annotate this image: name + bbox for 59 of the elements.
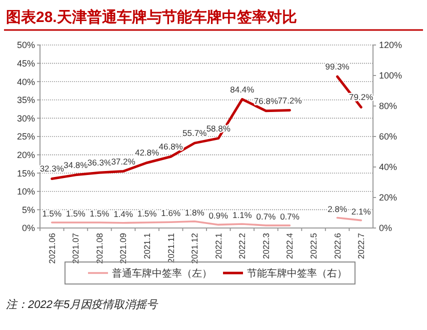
y-tick-label: 50% bbox=[16, 40, 35, 50]
data-label: 1.5% bbox=[42, 208, 62, 219]
data-label: 37.2% bbox=[111, 156, 136, 166]
x-tick-label: 2022.4 bbox=[284, 232, 295, 259]
y2-tick-label: 80% bbox=[379, 101, 398, 112]
y2-tick-label: 60% bbox=[379, 132, 398, 142]
data-label: 1.6% bbox=[161, 208, 181, 218]
y-tick-label: 15% bbox=[16, 168, 35, 178]
x-tick-label: 2022.5 bbox=[308, 232, 319, 259]
y2-tick-label: 0% bbox=[379, 223, 392, 234]
y2-tick-label: 120% bbox=[379, 40, 402, 50]
data-label: 1.1% bbox=[232, 210, 252, 220]
data-label: 2.1% bbox=[351, 206, 372, 216]
y-tick-label: 20% bbox=[16, 150, 35, 160]
y2-tick-label: 40% bbox=[379, 162, 398, 172]
y-tick-label: 30% bbox=[16, 113, 35, 124]
data-label: 2.8% bbox=[328, 204, 348, 214]
x-tick-label: 2021.09 bbox=[118, 232, 128, 264]
data-label: 46.8% bbox=[158, 142, 184, 152]
x-tick-label: 2021.06 bbox=[46, 232, 57, 264]
y2-tick-label: 100% bbox=[379, 70, 402, 81]
x-tick-label: 2022.7 bbox=[356, 232, 366, 259]
data-label: 0.7% bbox=[280, 211, 300, 222]
legend-label: 节能车牌中签率（右） bbox=[247, 268, 347, 280]
y2-tick-label: 20% bbox=[379, 192, 398, 203]
x-tick-label: 2021.12 bbox=[190, 232, 200, 264]
text: 注：2022年5月因疫情取消摇号 bbox=[6, 298, 159, 311]
x-tick-label: 2022.6 bbox=[332, 232, 342, 259]
y-tick-label: 10% bbox=[16, 186, 35, 197]
data-label: 55.7% bbox=[182, 128, 208, 138]
x-tick-label: 2021.1 bbox=[142, 232, 152, 259]
legend-label: 普通车牌中签率（左） bbox=[112, 268, 212, 280]
data-label: 0.9% bbox=[208, 210, 229, 221]
y-tick-label: 40% bbox=[16, 76, 35, 87]
data-label: 0.7% bbox=[256, 211, 276, 222]
chart-title: 图表28.天津普通车牌与节能车牌中签率对比 bbox=[6, 8, 297, 26]
data-label: 1.4% bbox=[114, 208, 134, 219]
data-label: 99.3% bbox=[325, 62, 350, 72]
y-tick-label: 5% bbox=[22, 204, 35, 215]
data-label: 76.8% bbox=[254, 96, 278, 106]
x-tick-label: 2021.08 bbox=[94, 232, 104, 264]
x-tick-label: 2021.07 bbox=[70, 232, 81, 264]
data-label: 32.3% bbox=[40, 164, 64, 174]
data-label: 1.8% bbox=[184, 207, 205, 218]
y-tick-label: 25% bbox=[16, 132, 35, 142]
data-label: 1.5% bbox=[90, 208, 110, 219]
data-label: 1.5% bbox=[137, 208, 158, 219]
data-label: 34.8% bbox=[64, 160, 88, 170]
data-label: 36.3% bbox=[87, 158, 112, 168]
y-tick-label: 0% bbox=[22, 223, 35, 234]
data-label: 42.8% bbox=[134, 148, 160, 158]
y-tick-label: 45% bbox=[16, 58, 35, 68]
data-label: 1.5% bbox=[66, 208, 86, 219]
y-tick-label: 35% bbox=[16, 95, 35, 106]
x-tick-label: 2022.1 bbox=[213, 232, 224, 259]
data-label: 77.2% bbox=[278, 95, 302, 106]
x-tick-label: 2022.3 bbox=[260, 232, 271, 259]
x-tick-label: 2022.2 bbox=[237, 232, 248, 259]
data-label: 84.4% bbox=[230, 84, 255, 94]
